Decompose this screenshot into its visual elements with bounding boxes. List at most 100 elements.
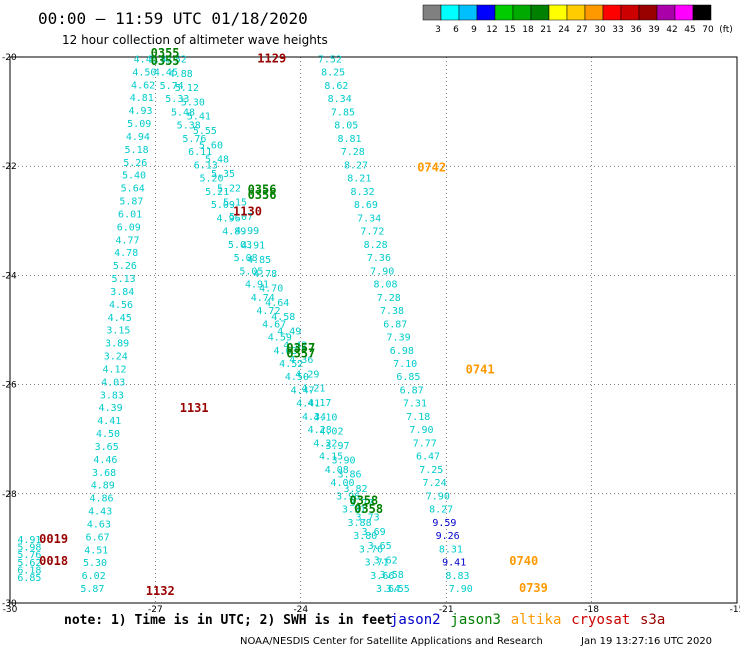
- swh-value: 3.62: [374, 555, 398, 566]
- pass-time-label: 0741: [466, 363, 495, 377]
- swh-value: 8.08: [373, 280, 397, 291]
- colorbar-label: 70: [702, 25, 714, 35]
- swh-value: 4.64: [265, 298, 289, 309]
- colorbar-label: 42: [666, 25, 677, 35]
- satellite-legend-item: s3a: [640, 612, 665, 628]
- swh-value: 4.58: [271, 312, 295, 323]
- swh-value: 5.12: [175, 83, 199, 94]
- swh-value: 3.68: [92, 468, 116, 479]
- colorbar-label: 24: [558, 25, 570, 35]
- swh-value: 8.34: [328, 94, 352, 105]
- swh-value: 5.18: [125, 145, 149, 156]
- swh-value: 8.27: [429, 505, 453, 516]
- colorbar-label: 15: [504, 25, 515, 35]
- swh-value: 4.12: [102, 364, 126, 375]
- swh-value: 4.93: [128, 106, 152, 117]
- pass-time-label: 0742: [417, 161, 446, 175]
- swh-value: 4.85: [247, 255, 271, 266]
- colorbar-label: 21: [540, 25, 551, 35]
- swh-value: 5.48: [205, 155, 229, 166]
- swh-value: 8.27: [344, 160, 368, 171]
- swh-value: 3.83: [100, 390, 124, 401]
- swh-value: 5.40: [122, 171, 146, 182]
- x-tick-label: -15: [730, 605, 740, 615]
- swh-value: 7.90: [426, 491, 450, 502]
- y-tick-label: -20: [2, 53, 17, 63]
- swh-value: 8.31: [439, 544, 463, 555]
- swh-value: 5.87: [80, 584, 104, 595]
- swh-value: 4.43: [88, 507, 112, 518]
- swh-value: 4.10: [313, 412, 337, 423]
- swh-value: 4.51: [84, 545, 108, 556]
- swh-value: 7.77: [413, 438, 437, 449]
- swh-value: 7.28: [377, 293, 401, 304]
- swh-value: 8.83: [445, 571, 469, 582]
- colorbar-swatch: [693, 5, 711, 20]
- swh-value: 7.38: [380, 306, 404, 317]
- colorbar-label: 27: [576, 25, 587, 35]
- swh-value: 5.09: [127, 119, 151, 130]
- swh-value: 7.24: [423, 478, 447, 489]
- colorbar-swatch: [567, 5, 585, 20]
- swh-value: 5.87: [119, 197, 143, 208]
- colorbar-swatch: [621, 5, 639, 20]
- pass-time-label: 1132: [146, 584, 175, 598]
- swh-value: 4.29: [295, 369, 319, 380]
- y-tick-label: -30: [2, 599, 17, 609]
- colorbar: 3 6 9 12 15 18 21 24 27 30 33 36 39 42 45 70 (ft): [423, 5, 733, 35]
- pass-time-label: 1131: [180, 401, 209, 415]
- swh-value: 4.50: [132, 67, 156, 78]
- swh-value: 7.25: [419, 465, 443, 476]
- swh-value: 8.28: [364, 240, 388, 251]
- satellite-legend: jason2 jason3 altika cryosat s3a: [390, 612, 665, 628]
- swh-value: 5.13: [112, 274, 136, 285]
- swh-value: 4.77: [115, 235, 139, 246]
- swh-value: 5.26: [123, 158, 147, 169]
- swh-value: 8.69: [354, 200, 378, 211]
- swh-value: 5.26: [113, 261, 137, 272]
- colorbar-label: 6: [453, 25, 459, 35]
- pass-time-label: 0355: [151, 54, 180, 68]
- swh-value: 4.03: [101, 377, 125, 388]
- colorbar-swatch: [603, 5, 621, 20]
- chart-title: 00:00 – 11:59 UTC 01/18/2020: [38, 9, 308, 28]
- swh-value: 7.31: [403, 399, 427, 410]
- swh-value: 3.89: [105, 339, 129, 350]
- swh-value: 7.90: [409, 425, 433, 436]
- pass-time-label: 0356: [248, 188, 277, 202]
- swh-value: 4.02: [319, 427, 343, 438]
- swh-value: 3.97: [325, 441, 349, 452]
- swh-value: 3.58: [380, 570, 404, 581]
- colorbar-swatch: [675, 5, 693, 20]
- colorbar-swatch: [639, 5, 657, 20]
- swh-value: 3.90: [331, 455, 355, 466]
- swh-value: 4.41: [97, 416, 121, 427]
- swh-value: 3.15: [106, 326, 130, 337]
- swh-value: 5.55: [193, 126, 217, 137]
- swh-value: 7.28: [341, 147, 365, 158]
- colorbar-label: 9: [471, 25, 477, 35]
- y-tick-label: -24: [2, 271, 17, 281]
- swh-value: 6.47: [416, 452, 440, 463]
- swh-value: 4.86: [89, 494, 113, 505]
- track-layer: 4.454.504.624.814.935.094.945.185.265.40…: [17, 54, 472, 595]
- swh-value: 5.60: [199, 140, 223, 151]
- swh-value: 4.70: [259, 283, 283, 294]
- colorbar-swatch: [477, 5, 495, 20]
- colorbar-swatch: [531, 5, 549, 20]
- swh-value: 6.09: [117, 222, 141, 233]
- colorbar-swatch: [495, 5, 513, 20]
- colorbar-label: 39: [648, 25, 660, 35]
- swh-value: 4.17: [307, 398, 331, 409]
- swh-value: 6.85: [17, 573, 41, 584]
- pass-time-label: 1129: [257, 51, 286, 65]
- swh-value: 3.24: [104, 352, 128, 363]
- pass-time-label: 0357: [286, 346, 315, 360]
- satellite-legend-item: cryosat: [571, 612, 630, 628]
- swh-value: 8.81: [337, 134, 361, 145]
- swh-value: 4.78: [253, 269, 277, 280]
- colorbar-label: 12: [486, 25, 497, 35]
- swh-value: 5.64: [121, 184, 145, 195]
- swh-value: 8.25: [321, 68, 345, 79]
- swh-value: 4.49: [277, 326, 301, 337]
